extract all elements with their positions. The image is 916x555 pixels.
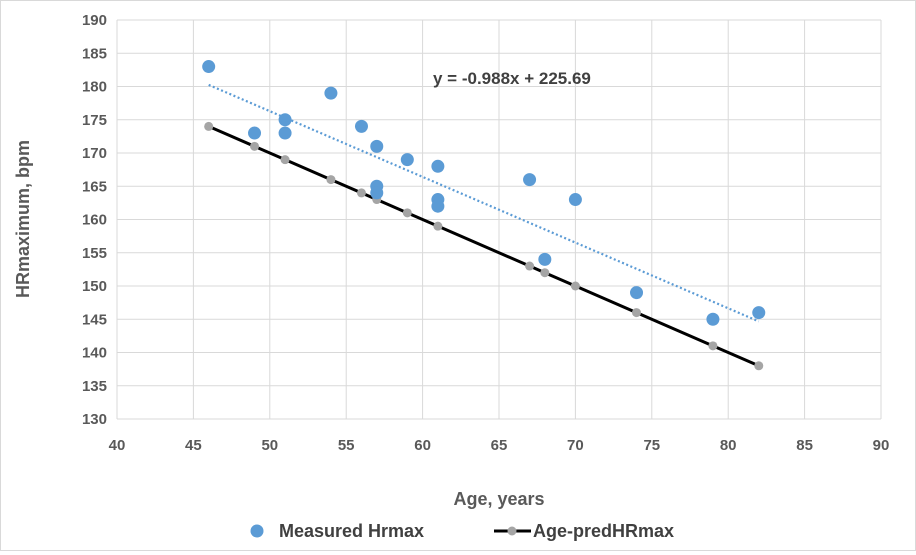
x-tick-label: 85 xyxy=(796,437,813,454)
point-age-predicted xyxy=(204,121,214,131)
y-tick-label: 130 xyxy=(82,411,107,428)
x-axis-title: Age, years xyxy=(453,489,544,509)
y-tick-label: 135 xyxy=(82,378,107,395)
trendline-equation: y = -0.988x + 225.69 xyxy=(433,69,591,88)
x-tick-label: 90 xyxy=(873,437,890,454)
x-tick-label: 70 xyxy=(567,437,584,454)
x-tick-label: 40 xyxy=(109,437,126,454)
y-tick-label: 180 xyxy=(82,79,107,96)
point-measured xyxy=(752,306,766,320)
y-tick-label: 140 xyxy=(82,345,107,362)
point-age-predicted xyxy=(540,268,550,278)
point-measured xyxy=(630,286,644,300)
x-tick-label: 45 xyxy=(185,437,202,454)
point-measured xyxy=(324,86,338,100)
y-axis-title: HRmaximum, bpm xyxy=(13,140,33,298)
legend-label-predicted: Age-predHRmax xyxy=(533,521,674,541)
point-age-predicted xyxy=(326,175,336,185)
legend-marker-predicted xyxy=(507,526,517,536)
point-measured xyxy=(370,186,384,200)
point-measured xyxy=(202,60,216,74)
x-tick-label: 55 xyxy=(338,437,355,454)
trendline xyxy=(208,83,760,323)
point-measured xyxy=(278,126,292,140)
series-line-layer xyxy=(208,125,760,368)
point-age-predicted xyxy=(433,221,443,231)
trendline-layer xyxy=(208,83,760,323)
legend: Measured Hrmax Age-predHRmax xyxy=(250,521,674,541)
point-measured xyxy=(568,193,582,207)
x-tick-label: 75 xyxy=(643,437,660,454)
point-measured xyxy=(523,173,537,187)
y-tick-label: 170 xyxy=(82,145,107,162)
y-tick-label: 185 xyxy=(82,45,107,62)
point-measured xyxy=(538,252,552,266)
point-measured xyxy=(370,139,384,153)
point-measured xyxy=(400,153,414,167)
point-age-predicted xyxy=(708,341,718,351)
y-tick-label: 175 xyxy=(82,112,107,129)
point-measured xyxy=(431,199,445,213)
x-tick-label: 60 xyxy=(414,437,431,454)
x-tick-label: 50 xyxy=(261,437,278,454)
y-tick-label: 165 xyxy=(82,178,107,195)
y-axis-ticks: 130 135 140 145 150 155 160 165 170 175 180 185 190 xyxy=(82,12,107,428)
point-age-predicted xyxy=(250,141,260,151)
legend-marker-measured xyxy=(250,524,264,538)
series-line-age-predicted xyxy=(208,125,760,368)
point-measured xyxy=(278,113,292,127)
y-tick-label: 160 xyxy=(82,212,107,229)
x-tick-label: 80 xyxy=(720,437,737,454)
point-measured xyxy=(248,126,262,140)
y-tick-label: 145 xyxy=(82,311,107,328)
y-tick-label: 190 xyxy=(82,12,107,29)
legend-label-measured: Measured Hrmax xyxy=(279,521,424,541)
point-measured xyxy=(431,159,445,173)
point-measured xyxy=(354,119,368,133)
y-tick-label: 155 xyxy=(82,245,107,262)
point-age-predicted xyxy=(754,361,764,371)
point-age-predicted xyxy=(356,188,366,198)
point-age-predicted xyxy=(570,281,580,291)
x-axis-ticks: 40 45 50 55 60 65 70 75 80 85 90 xyxy=(109,437,890,454)
point-age-predicted xyxy=(525,261,535,271)
point-age-predicted xyxy=(402,208,412,218)
point-measured xyxy=(706,312,720,326)
point-age-predicted xyxy=(280,155,290,165)
series-marker-layer xyxy=(202,60,766,371)
x-tick-label: 65 xyxy=(491,437,508,454)
y-tick-label: 150 xyxy=(82,278,107,295)
point-age-predicted xyxy=(632,308,642,318)
